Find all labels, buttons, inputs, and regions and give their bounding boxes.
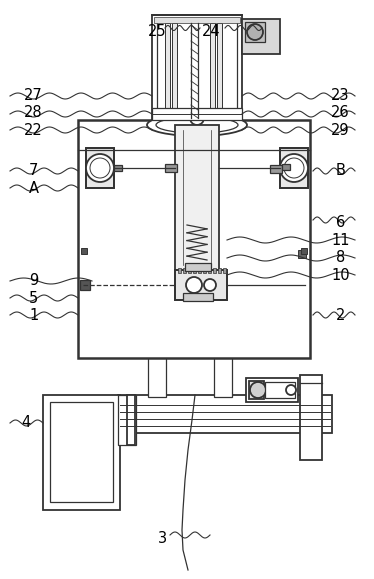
- Text: 22: 22: [24, 123, 43, 138]
- Bar: [152, 108, 242, 120]
- Bar: [280, 148, 308, 188]
- Bar: [213, 268, 216, 273]
- Text: 3: 3: [158, 531, 167, 546]
- Text: 11: 11: [331, 233, 350, 248]
- Bar: [280, 148, 308, 188]
- Bar: [172, 23, 177, 113]
- Bar: [152, 15, 242, 123]
- Circle shape: [280, 154, 308, 182]
- Circle shape: [284, 158, 304, 178]
- Bar: [154, 17, 240, 23]
- Bar: [43, 395, 120, 510]
- Bar: [183, 293, 213, 301]
- Bar: [175, 125, 219, 270]
- Text: 8: 8: [336, 250, 345, 265]
- Circle shape: [247, 24, 263, 40]
- Text: 2: 2: [335, 308, 345, 323]
- Bar: [245, 22, 265, 42]
- Text: 26: 26: [331, 105, 350, 120]
- Bar: [165, 23, 170, 113]
- Text: 27: 27: [24, 88, 43, 103]
- Circle shape: [90, 158, 110, 178]
- Bar: [188, 268, 191, 273]
- Bar: [242, 19, 280, 54]
- Bar: [203, 268, 206, 273]
- Bar: [282, 164, 290, 170]
- Text: 29: 29: [331, 123, 350, 138]
- Bar: [208, 268, 211, 273]
- Circle shape: [250, 382, 266, 398]
- Bar: [210, 23, 215, 113]
- Text: 1: 1: [29, 308, 38, 323]
- Bar: [78, 120, 310, 358]
- Ellipse shape: [147, 114, 247, 136]
- Bar: [178, 268, 181, 273]
- Circle shape: [86, 154, 114, 182]
- Bar: [165, 164, 177, 172]
- Text: 25: 25: [148, 24, 166, 39]
- Text: B: B: [335, 163, 345, 178]
- Bar: [270, 165, 282, 173]
- Bar: [127, 395, 135, 445]
- Bar: [265, 382, 295, 398]
- Text: 10: 10: [331, 267, 350, 283]
- Bar: [148, 355, 166, 397]
- Bar: [214, 355, 232, 397]
- Bar: [86, 148, 114, 188]
- Bar: [50, 402, 113, 502]
- Text: A: A: [29, 181, 39, 196]
- Text: 7: 7: [29, 163, 39, 178]
- Bar: [300, 375, 322, 460]
- Bar: [81, 248, 87, 254]
- Bar: [114, 165, 122, 171]
- Circle shape: [186, 277, 202, 293]
- Bar: [80, 280, 90, 290]
- Text: 28: 28: [24, 105, 43, 120]
- Bar: [185, 263, 211, 271]
- Bar: [175, 270, 227, 300]
- Text: 9: 9: [29, 273, 38, 288]
- Bar: [118, 395, 332, 433]
- Text: 23: 23: [331, 88, 350, 103]
- Bar: [175, 270, 227, 300]
- Bar: [249, 381, 264, 399]
- Circle shape: [204, 279, 216, 291]
- Bar: [301, 248, 307, 254]
- Bar: [118, 395, 136, 445]
- Bar: [198, 268, 201, 273]
- Bar: [246, 378, 298, 402]
- Bar: [193, 268, 196, 273]
- Ellipse shape: [156, 117, 238, 133]
- Bar: [223, 268, 226, 273]
- Text: 24: 24: [202, 24, 221, 39]
- Circle shape: [286, 385, 296, 395]
- Text: 5: 5: [29, 291, 38, 306]
- Bar: [86, 148, 114, 188]
- Bar: [218, 268, 221, 273]
- Circle shape: [190, 111, 204, 125]
- Bar: [298, 250, 306, 258]
- Text: 6: 6: [336, 215, 345, 230]
- Bar: [217, 23, 222, 113]
- Bar: [183, 268, 186, 273]
- Bar: [157, 20, 237, 116]
- Text: 4: 4: [22, 415, 31, 430]
